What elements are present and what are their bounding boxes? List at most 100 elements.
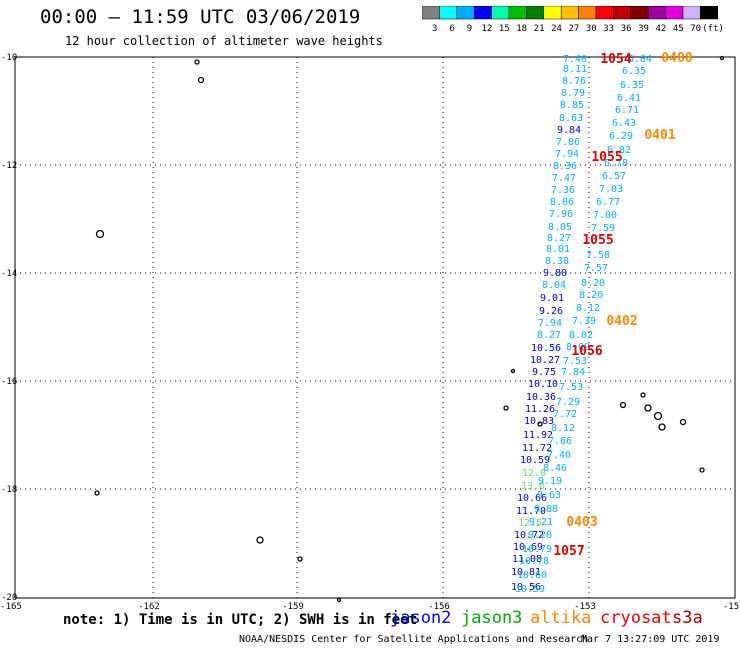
wave-height-value: 6.43 [612,118,636,129]
wave-height-value: 7.47 [552,173,576,184]
longitude-label: -162 [138,602,160,610]
wave-height-value: 9.63 [537,490,561,501]
wave-height-value: 9.84 [557,125,581,136]
colorbar-label: 70 [690,24,701,34]
wave-height-value: 8.26 [579,290,603,301]
longitude-label: -153 [574,602,596,610]
wave-height-value: 10.83 [524,416,554,427]
wave-height-value: 7.94 [538,318,562,329]
latitude-label: -10 [1,53,17,63]
longitude-label: -15 [723,602,739,610]
satellite-legend-jason3: jason3 [461,608,523,628]
wave-height-value: 10.79 [522,544,552,555]
island-outline [719,55,725,61]
satellite-legend-altika: altika [530,608,592,628]
longitude-label: -159 [282,602,304,610]
island-outline [644,404,652,412]
wave-height-value: 8.85 [560,100,584,111]
colorbar-label: 24 [551,24,562,34]
wave-height-value: 6.71 [615,105,639,116]
colorbar-label: (ft) [702,24,724,34]
wave-height-value: 8.36 [553,161,577,172]
wave-height-value: 10.66 [517,493,547,504]
wave-height-value: 9.21 [529,517,553,528]
satellite-legend-jason2: jason2 [390,608,452,628]
altimeter-track: 7.408.118.768.798.858.639.847.867.948.36… [511,51,693,595]
wave-height-value: 10.10 [528,379,558,390]
island-outline [653,411,663,421]
wave-height-value: 6.57 [602,171,626,182]
color-scale-legend: 3 6 9 12 15 18 21 24 27 30 33 36 39 42 45 70 (ft) [422,6,724,34]
pass-time-label: 1057 [553,544,584,559]
wave-height-value: 8.12 [551,423,575,434]
wave-height-value: 10.78 [519,556,549,567]
wave-height-value: 9.20 [528,530,552,541]
wave-height-value: 6.29 [609,131,633,142]
wave-height-value: 8.46 [543,463,567,474]
colorbar-label: 9 [467,24,472,34]
wave-height-value: 10.59 [515,584,545,595]
wave-height-value: 7.84 [561,367,585,378]
wave-height-value: 7.53 [563,356,587,367]
wave-height-value: 7.40 [547,450,571,461]
wave-height-value: 7.39 [572,316,596,327]
wave-height-value: 8.27 [547,233,571,244]
island-outline [537,421,543,427]
colorbar-label: 30 [586,24,597,34]
island-outline [640,392,646,398]
island-outline [197,76,205,84]
wave-height-value: 7.36 [551,185,575,196]
generation-timestamp: Mar 7 13:27:09 UTC 2019 [581,634,720,645]
wave-height-value: 10.60 [517,570,547,581]
wave-height-value: 8.20 [581,278,605,289]
wave-height-value: 10.69 [513,542,543,553]
colorbar-label: 6 [449,24,454,34]
wave-height-value: 6.77 [596,197,620,208]
wave-height-value: 9.88 [534,504,558,515]
colorbar-label: 36 [621,24,632,34]
wave-height-value: 7.53 [559,382,583,393]
wave-height-value: 8.38 [545,256,569,267]
wave-height-value: 8.01 [546,244,570,255]
wave-height-value: 6.41 [617,93,641,104]
latitude-label: -12 [1,161,17,171]
island-outline [94,490,100,496]
wave-height-value: 7.29 [556,397,580,408]
latitude-label: -14 [1,269,17,279]
wave-height-value: 13.0 [521,481,545,492]
pass-time-label: 0402 [606,314,637,329]
wave-height-value: 6.78 [604,158,628,169]
wave-height-value: 7.59 [591,223,615,234]
wave-height-value: 6.82 [607,145,631,156]
wave-height-value: 10.81 [511,567,541,578]
pass-time-label: 0400 [661,51,692,66]
wave-height-value: 9.80 [543,268,567,279]
island-outline [699,467,705,473]
wave-height-value: 10.56 [531,343,561,354]
wave-height-value: 7.94 [555,149,579,160]
colorbar-label: 21 [534,24,545,34]
latitude-label: -16 [1,377,17,387]
colorbar-label: 42 [655,24,666,34]
wave-height-value: 12.0 [522,468,546,479]
wave-height-value: 11.92 [523,430,553,441]
wave-height-value: 10.27 [530,355,560,366]
wave-height-value: 7.00 [593,210,617,221]
island-outline [510,368,516,374]
island-outline [336,597,342,603]
colorbar-label: 3 [432,24,437,34]
island-outline [297,556,303,562]
longitude-label: -156 [428,602,450,610]
pass-time-label: 1055 [591,150,622,165]
wave-height-value: 9.01 [540,293,564,304]
wave-height-value: 9.19 [538,476,562,487]
credit-line: NOAA/NESDIS Center for Satellite Applica… [239,634,589,645]
wave-height-value: 9.26 [539,306,563,317]
wave-height-map: -10 -12 -14 -16 -18 -20-165 -162 -159 -156 -153 -1… [0,51,739,610]
satellite-legend-s3a: s3a [672,608,703,628]
wave-height-value: 12.5 [518,518,542,529]
wave-height-value: 11.70 [516,506,546,517]
wave-height-value: 7.58 [586,250,610,261]
wave-height-value: 10.36 [526,392,556,403]
longitude-label: -165 [0,602,22,610]
